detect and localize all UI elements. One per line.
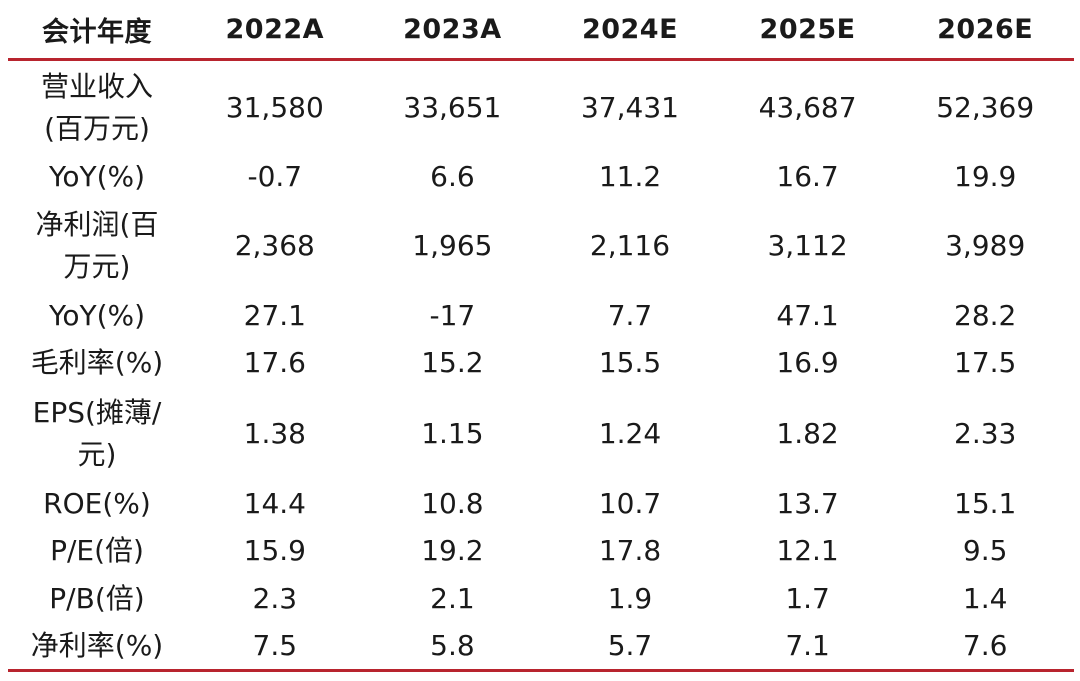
row-label-line: 净利润(百 — [35, 207, 159, 241]
table-cell: 47.1 — [776, 298, 839, 332]
table-header-row: 会计年度 2022A 2023A 2024E 2025E 2026E — [8, 0, 1074, 61]
table-row-revenue-yoy: YoY(%) -0.7 6.6 11.2 16.7 19.9 — [8, 154, 1074, 199]
table-row-revenue: 营业收入 (百万元) 31,580 33,651 37,431 43,687 5… — [8, 60, 1074, 155]
table-row-eps: EPS(摊薄/ 元) 1.38 1.15 1.24 1.82 2.33 — [8, 387, 1074, 480]
table-cell: 7.5 — [186, 622, 364, 672]
table-cell: 12.1 — [776, 534, 839, 567]
table-cell: 52,369 — [936, 90, 1035, 124]
header-2022a: 2022A — [186, 0, 364, 61]
financial-forecast-table-wrap: 会计年度 2022A 2023A 2024E 2025E 2026E 营业收入 … — [8, 0, 1074, 681]
table-cell: 19.2 — [421, 534, 484, 567]
row-label-line: EPS(摊薄/ — [32, 395, 162, 429]
row-label: 营业收入 (百万元) — [8, 60, 186, 155]
row-label-line: ROE(%) — [43, 486, 151, 520]
table-cell: 9.5 — [962, 534, 1008, 567]
table-cell: 15.9 — [243, 534, 306, 567]
table-cell: 15.1 — [954, 486, 1017, 520]
row-label: P/E(倍) — [8, 527, 186, 575]
row-label-line: YoY(%) — [48, 298, 146, 332]
table-cell: 5.8 — [363, 622, 542, 672]
table-row-net-profit: 净利润(百 万元) 2,368 1,965 2,116 3,112 3,989 — [8, 199, 1074, 292]
row-label: 净利润(百 万元) — [8, 199, 186, 292]
header-2024e: 2024E — [541, 0, 719, 61]
table-cell: 1.4 — [962, 581, 1008, 615]
table-cell: 28.2 — [954, 298, 1017, 332]
row-label: ROE(%) — [8, 480, 186, 527]
table-cell: 15.5 — [598, 346, 662, 379]
table-cell: 3,112 — [767, 228, 848, 262]
table-cell: 37,431 — [580, 90, 679, 124]
table-cell: 2.3 — [252, 581, 298, 615]
financial-forecast-table: 会计年度 2022A 2023A 2024E 2025E 2026E 营业收入 … — [8, 0, 1074, 672]
table-cell: 5.7 — [541, 622, 719, 672]
row-label-line: 净利率(%) — [30, 628, 164, 662]
row-label-line: 元) — [77, 437, 117, 471]
table-cell: 10.8 — [421, 486, 484, 520]
row-label: YoY(%) — [8, 292, 186, 339]
header-fiscal-year: 会计年度 — [8, 0, 186, 61]
table-cell: 16.9 — [776, 346, 839, 379]
table-cell: 6.6 — [430, 159, 475, 193]
table-row-pb: P/B(倍) 2.3 2.1 1.9 1.7 1.4 — [8, 575, 1074, 622]
header-2023a: 2023A — [363, 0, 542, 61]
table-cell: 7.1 — [718, 622, 897, 672]
table-cell: 7.7 — [607, 298, 653, 332]
table-cell: 1.9 — [607, 581, 653, 615]
row-label-line: 营业收入 — [40, 69, 153, 103]
table-cell: 10.7 — [598, 486, 662, 520]
table-cell: 3,989 — [945, 228, 1026, 262]
table-cell: 2.1 — [430, 581, 475, 615]
row-label: P/B(倍) — [8, 575, 186, 622]
table-cell: 17.8 — [598, 534, 662, 567]
table-cell: 43,687 — [758, 90, 857, 124]
table-cell: 17.5 — [954, 346, 1017, 379]
row-label: YoY(%) — [8, 154, 186, 199]
table-cell: 2,368 — [234, 228, 315, 262]
table-cell: 11.2 — [598, 159, 662, 193]
table-cell: 19.9 — [954, 159, 1017, 193]
row-label-line: P/B(倍) — [49, 581, 145, 615]
table-cell: -0.7 — [247, 159, 303, 193]
table-cell: 31,580 — [225, 90, 324, 124]
header-2025e: 2025E — [718, 0, 897, 61]
table-cell: 14.4 — [243, 486, 306, 520]
table-row-roe: ROE(%) 14.4 10.8 10.7 13.7 15.1 — [8, 480, 1074, 527]
table-cell: 1.7 — [785, 581, 830, 615]
table-row-gross-margin: 毛利率(%) 17.6 15.2 15.5 16.9 17.5 — [8, 339, 1074, 387]
table-cell: 33,651 — [403, 90, 502, 124]
table-cell: 17.6 — [243, 346, 306, 379]
table-cell: 1.38 — [243, 416, 306, 450]
table-cell: 13.7 — [776, 486, 839, 520]
row-label: EPS(摊薄/ 元) — [8, 387, 186, 480]
table-cell: 1.24 — [598, 416, 662, 450]
table-cell: 15.2 — [421, 346, 484, 379]
table-cell: 1.15 — [421, 416, 484, 450]
table-cell: 1.82 — [776, 416, 839, 450]
table-row-net-profit-yoy: YoY(%) 27.1 -17 7.7 47.1 28.2 — [8, 292, 1074, 339]
row-label: 净利率(%) — [8, 622, 186, 672]
table-cell: 7.6 — [896, 622, 1074, 672]
row-label: 毛利率(%) — [8, 339, 186, 387]
row-label-line: P/E(倍) — [50, 534, 144, 567]
table-cell: -17 — [429, 298, 476, 332]
table-cell: 2.33 — [954, 416, 1017, 450]
table-cell: 1,965 — [412, 228, 493, 262]
row-label-line: YoY(%) — [48, 159, 146, 193]
table-cell: 27.1 — [243, 298, 306, 332]
row-label-line: (百万元) — [44, 111, 150, 145]
header-2026e: 2026E — [896, 0, 1074, 61]
table-cell: 2,116 — [589, 228, 671, 262]
row-label-line: 毛利率(%) — [30, 346, 164, 379]
table-row-net-margin: 净利率(%) 7.5 5.8 5.7 7.1 7.6 — [8, 622, 1074, 672]
row-label-line: 万元) — [63, 249, 131, 283]
table-cell: 16.7 — [776, 159, 839, 193]
table-row-pe: P/E(倍) 15.9 19.2 17.8 12.1 9.5 — [8, 527, 1074, 575]
